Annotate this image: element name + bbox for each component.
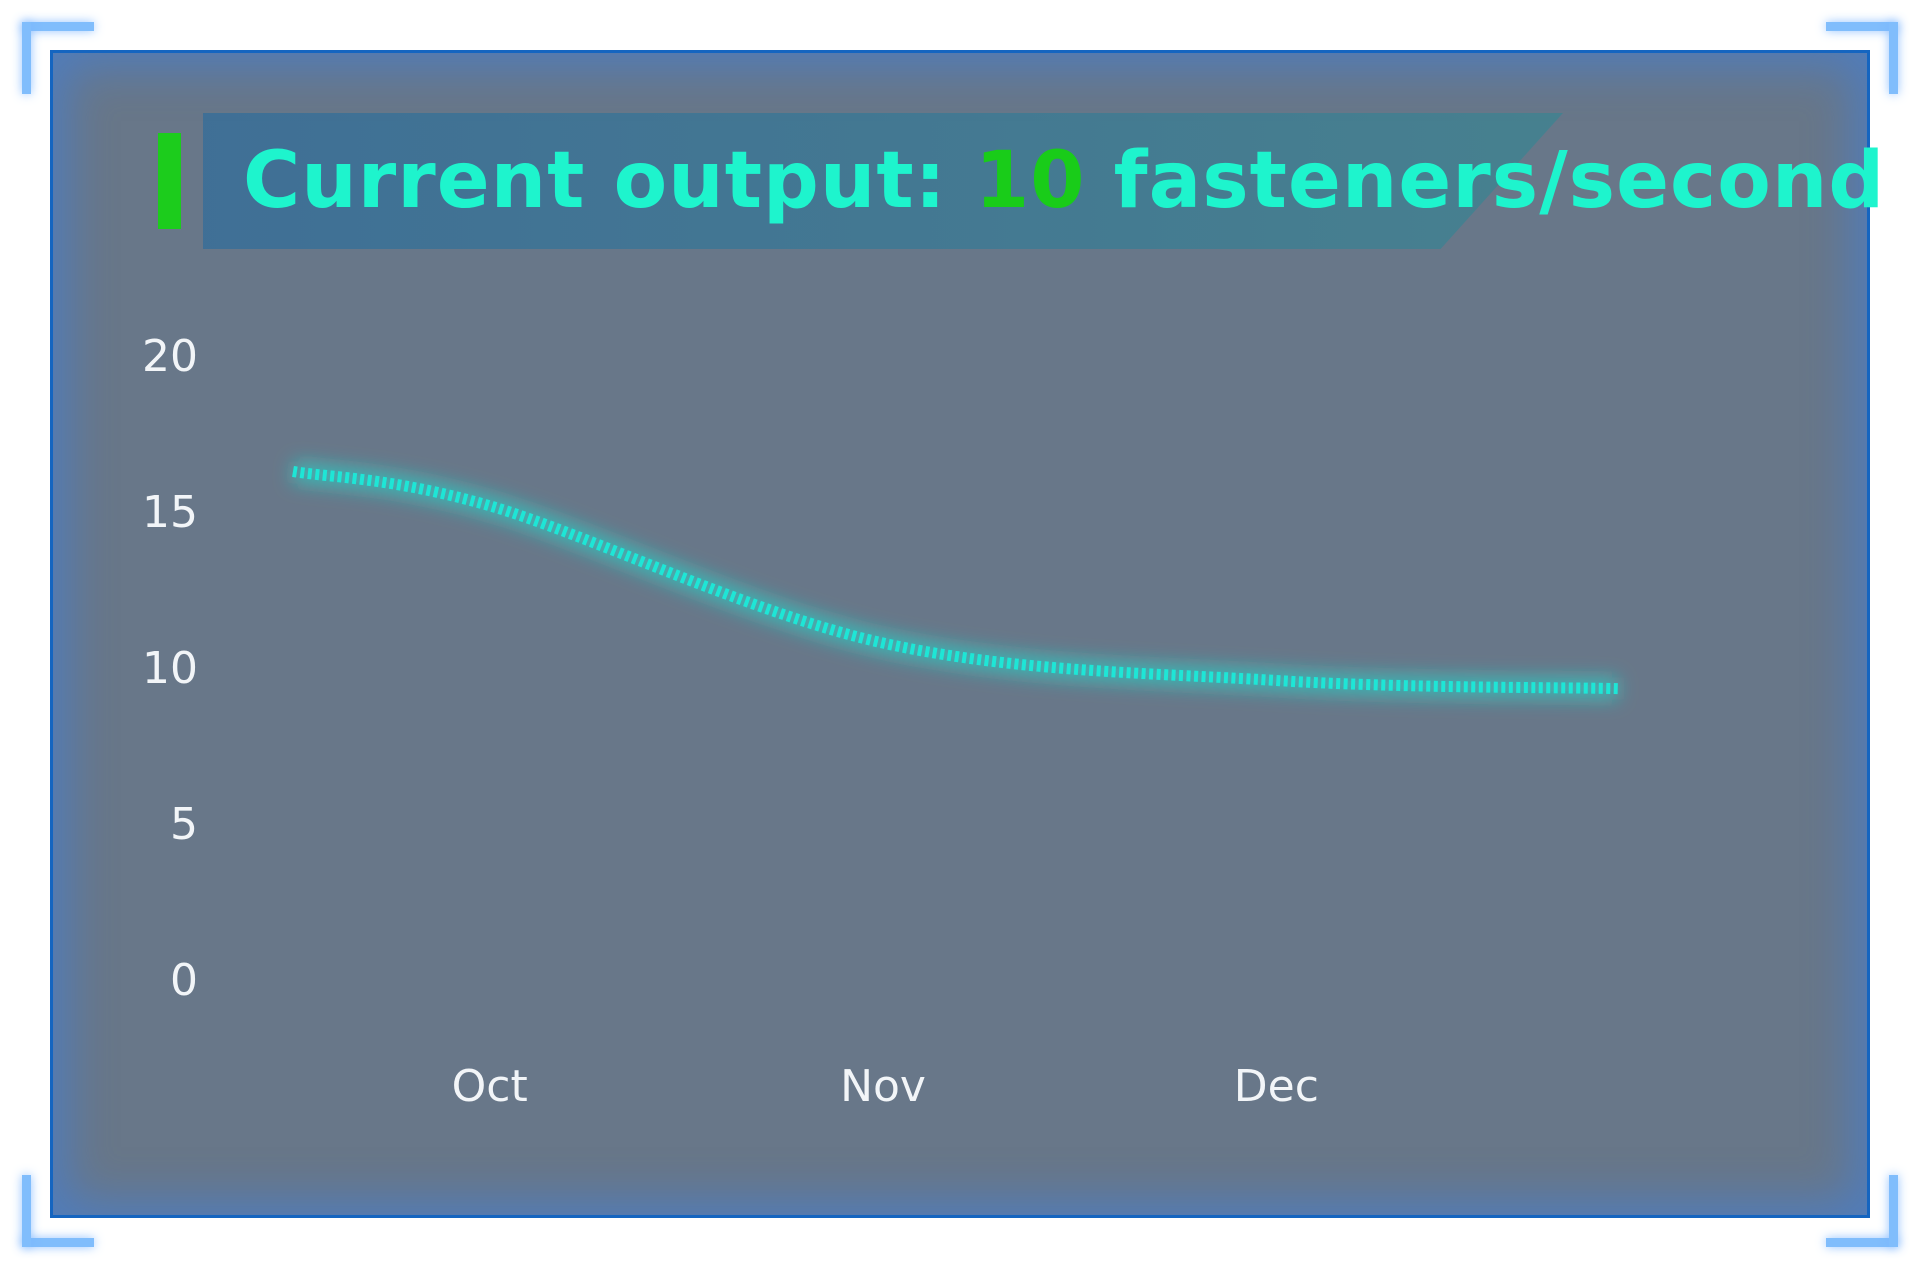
y-tick-label: 0 [170, 955, 198, 1006]
title-suffix: fasteners/second [1085, 136, 1886, 226]
x-axis: Oct Nov Dec [452, 1061, 1319, 1112]
x-tick-label: Nov [840, 1061, 926, 1112]
frame-corner-top-left [22, 22, 94, 94]
y-axis: 0 5 10 15 20 [142, 331, 198, 1006]
frame-corner-bottom-left [22, 1175, 94, 1247]
data-point-dec [1274, 678, 1278, 682]
title-value: 10 [974, 136, 1086, 226]
y-tick-label: 20 [142, 331, 198, 382]
frame-corner-top-right [1826, 22, 1898, 94]
title-banner [203, 113, 1563, 249]
y-tick-label: 10 [142, 643, 198, 694]
y-tick-label: 15 [142, 487, 198, 538]
chart-title: Current output: 10 fasteners/second [243, 133, 1885, 229]
data-point-oct [488, 504, 492, 508]
series-line [292, 466, 1619, 695]
y-tick-label: 5 [170, 799, 198, 850]
frame-corner-bottom-right [1826, 1175, 1898, 1247]
chart-panel: Current output: 10 fasteners/second 0 5 10… [50, 50, 1884, 1218]
title-prefix: Current output: [243, 136, 975, 226]
series-group [291, 460, 1619, 700]
title-accent-bar [158, 133, 181, 229]
line-chart: 0 5 10 15 20 Oct Nov Dec [142, 331, 1619, 1112]
x-tick-label: Oct [452, 1061, 528, 1112]
x-tick-label: Dec [1234, 1061, 1319, 1112]
data-point-nov [881, 641, 885, 645]
